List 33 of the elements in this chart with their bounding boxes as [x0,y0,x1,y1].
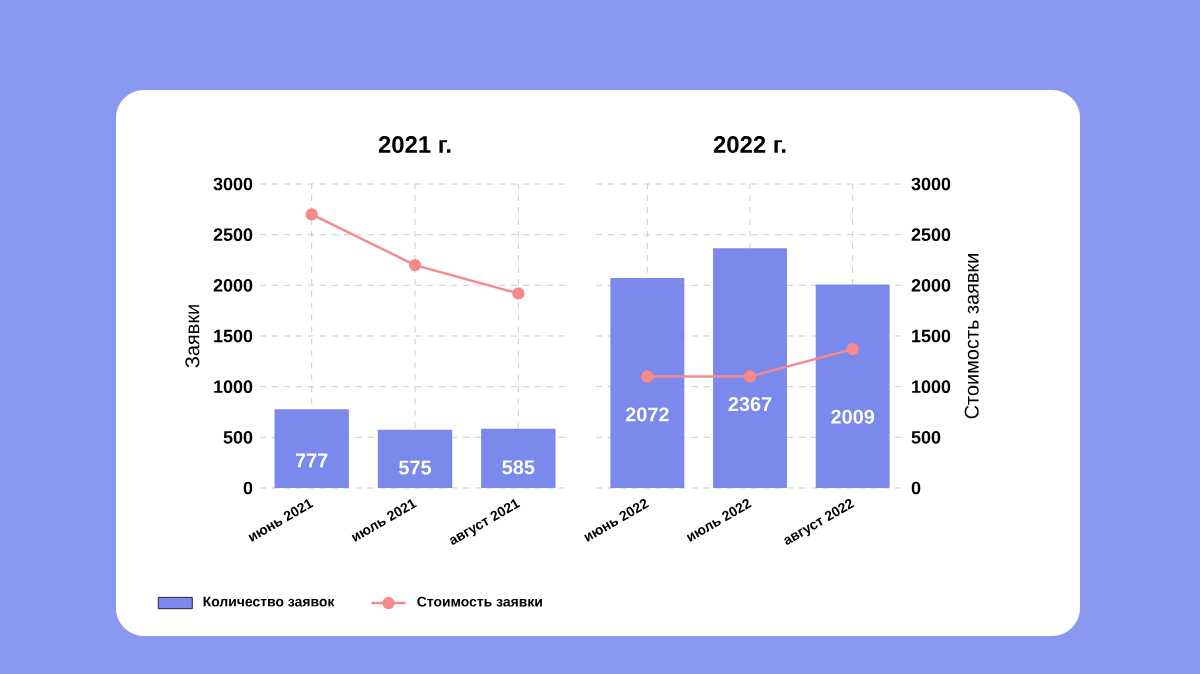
y2-tick-label: 2000 [911,278,951,292]
y-tick-label: 500 [223,430,253,444]
y2-tick-label: 2500 [911,228,951,242]
data-label: 585 [502,460,535,475]
bar [377,429,453,488]
data-label: 2009 [831,409,875,424]
y2-tick-label: 0 [911,481,921,495]
chart-title: 2022 г. [713,136,786,153]
y2-tick-label: 3000 [911,177,951,191]
chart-title: 2021 г. [378,136,451,153]
bar [713,248,787,488]
bar [274,409,349,488]
point [512,287,525,300]
y-tick-label: 3000 [213,177,253,191]
data-label: 777 [295,453,328,468]
y2-tick-label: 500 [911,430,941,444]
y-tick-label: 1000 [214,380,253,394]
bar [815,284,890,488]
y2-axis-title: Стоимость заявки [964,254,979,419]
data-label: 575 [399,460,432,475]
y-axis-title: Заявки [185,305,200,368]
data-label: 2072 [625,407,669,422]
y-tick-label: 2500 [213,228,253,242]
data-label: 2367 [728,396,772,412]
bar [610,278,685,488]
y-tick-label: 1500 [214,329,253,343]
point [305,208,318,221]
y2-tick-label: 1500 [912,329,951,343]
bar [481,428,556,488]
y2-tick-label: 1000 [912,380,951,394]
y-tick-label: 2000 [213,278,253,292]
point [408,258,422,272]
y-tick-label: 0 [243,481,253,495]
